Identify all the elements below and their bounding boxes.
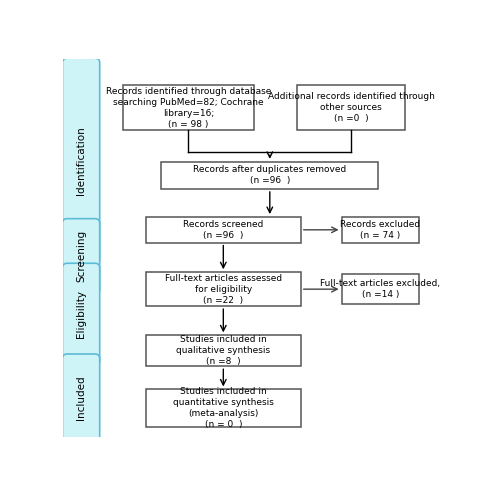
Text: Records screened
(n =96  ): Records screened (n =96 ) [183, 220, 264, 240]
FancyBboxPatch shape [146, 272, 301, 306]
Text: Studies included in
qualitative synthesis
(n =8  ): Studies included in qualitative synthesi… [176, 335, 270, 366]
Text: Screening: Screening [76, 230, 86, 282]
Text: Full-text articles assessed
for eligibility
(n =22  ): Full-text articles assessed for eligibil… [165, 273, 282, 305]
Text: Eligibility: Eligibility [76, 290, 86, 338]
FancyBboxPatch shape [342, 274, 419, 304]
FancyBboxPatch shape [146, 335, 301, 366]
Text: Records identified through database
searching PubMed=82; Cochrane
library=16;
(n: Records identified through database sear… [106, 86, 271, 129]
FancyBboxPatch shape [122, 85, 254, 130]
FancyBboxPatch shape [342, 217, 419, 243]
Text: Included: Included [76, 375, 86, 420]
FancyBboxPatch shape [146, 217, 301, 243]
Text: Full-text articles excluded,
(n =14 ): Full-text articles excluded, (n =14 ) [320, 279, 440, 299]
FancyBboxPatch shape [162, 162, 378, 189]
Text: Records after duplicates removed
(n =96  ): Records after duplicates removed (n =96 … [193, 165, 346, 186]
Text: Records excluded
(n = 74 ): Records excluded (n = 74 ) [340, 220, 420, 240]
Text: Identification: Identification [76, 127, 86, 195]
FancyBboxPatch shape [62, 218, 100, 294]
FancyBboxPatch shape [146, 389, 301, 427]
FancyBboxPatch shape [62, 58, 100, 264]
FancyBboxPatch shape [62, 354, 100, 440]
FancyBboxPatch shape [297, 85, 406, 130]
FancyBboxPatch shape [62, 263, 100, 365]
Text: Additional records identified through
other sources
(n =0  ): Additional records identified through ot… [268, 92, 434, 123]
Text: Studies included in
quantitative synthesis
(meta-analysis)
(n = 0  ): Studies included in quantitative synthes… [173, 387, 274, 430]
